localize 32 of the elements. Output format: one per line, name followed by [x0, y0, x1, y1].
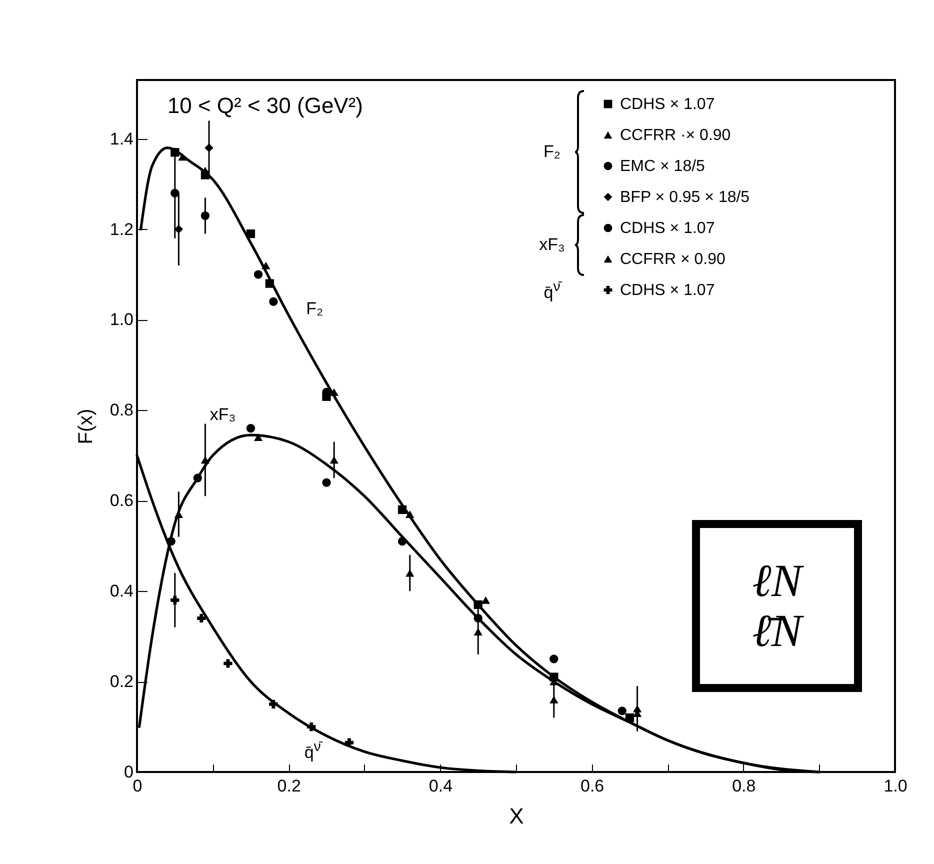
y-tick-label: 0: [124, 762, 134, 782]
text: 10 < Q² < 30 (GeV²): [167, 93, 364, 118]
series-label: F₂: [306, 299, 324, 320]
annotation: F₂: [544, 142, 560, 162]
annotation: q̄$^{ν̄}$: [544, 279, 560, 303]
x-tick-label: 0.6: [580, 776, 604, 796]
legend-label: CDHS × 1.07: [620, 220, 715, 237]
y-tick-label: 1.0: [110, 310, 134, 330]
y-tick-label: 1.2: [110, 220, 134, 239]
series-label: xF₃: [210, 405, 236, 426]
x-axis-title: X: [509, 804, 524, 828]
y-tick-label: 1.4: [110, 129, 134, 148]
legend-label: CCFRR ·× 0.90: [620, 127, 731, 144]
y-tick-label: 0.4: [110, 582, 134, 601]
y-tick-label: 0.2: [110, 672, 134, 692]
series-label: q̄$^{ν̄}$: [304, 739, 321, 764]
x-tick-label: 0.8: [732, 776, 756, 796]
y-axis-title: F(x): [74, 408, 97, 444]
legend-label: CDHS × 1.07: [620, 282, 715, 299]
legend-label: BFP × 0.95 × 18/5: [620, 189, 750, 206]
annotation: ℓN: [752, 555, 802, 606]
annotation: ℓ̄N: [752, 605, 802, 656]
x-tick-label: 1.0: [884, 776, 908, 796]
x-tick-label: 0.2: [277, 776, 301, 796]
annotation: xF₃: [539, 234, 565, 254]
legend-label: CDHS × 1.07: [620, 96, 715, 113]
y-tick-label: 0.6: [110, 491, 134, 510]
legend-label: EMC × 18/5: [620, 158, 706, 175]
x-tick-label: 0.4: [428, 776, 453, 796]
legend-label: CCFRR × 0.90: [620, 251, 726, 268]
framed-label-box: ℓN ℓ̄N: [692, 520, 862, 692]
y-tick-label: 0.8: [110, 400, 134, 420]
